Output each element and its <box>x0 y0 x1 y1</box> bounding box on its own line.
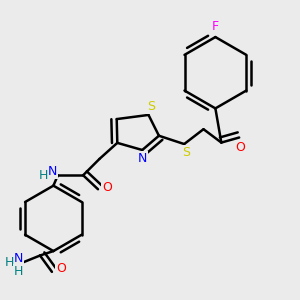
Text: F: F <box>212 20 219 33</box>
Text: S: S <box>147 100 155 112</box>
Text: N: N <box>138 152 147 165</box>
Text: H: H <box>38 169 48 182</box>
Text: O: O <box>56 262 66 275</box>
Text: O: O <box>236 140 246 154</box>
Text: H: H <box>14 266 23 278</box>
Text: S: S <box>182 146 190 160</box>
Text: O: O <box>102 181 112 194</box>
Text: N: N <box>14 252 23 265</box>
Text: H: H <box>4 256 14 269</box>
Text: N: N <box>48 165 57 178</box>
